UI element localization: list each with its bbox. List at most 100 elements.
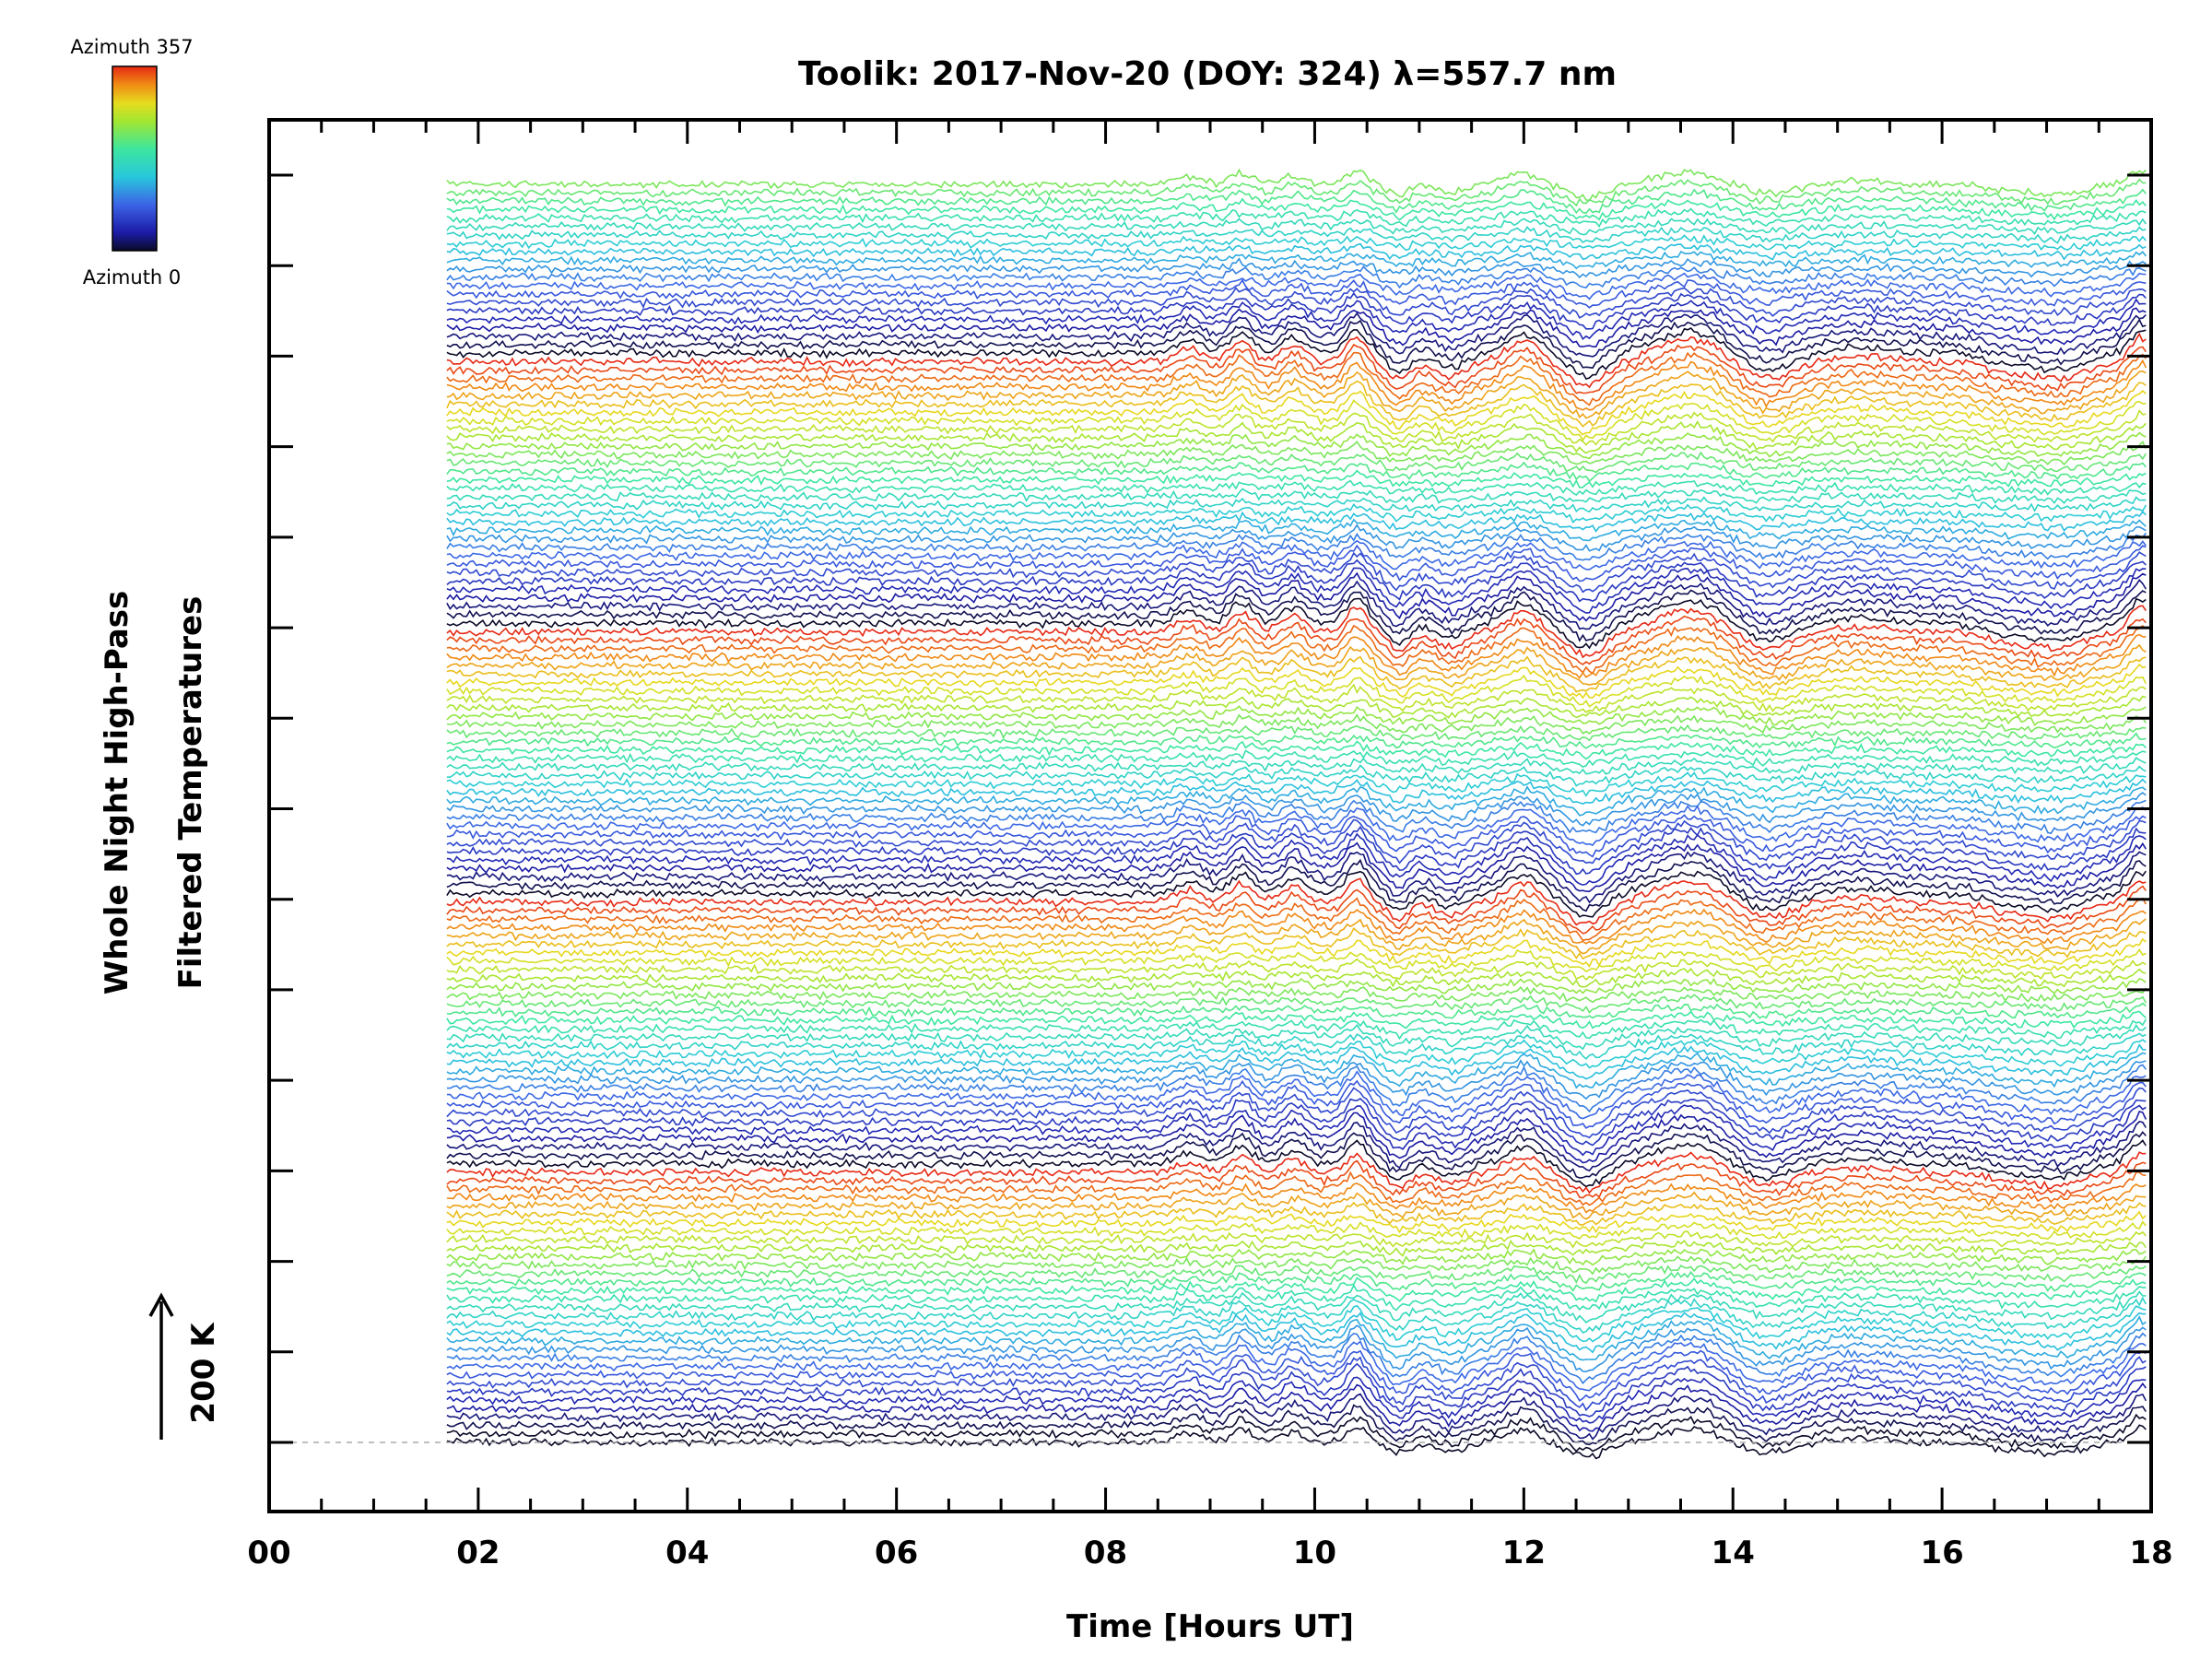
trace-line <box>446 419 2147 454</box>
trace-line <box>446 792 2147 827</box>
axis-ticks <box>267 120 2153 1512</box>
trace-line <box>446 226 2147 244</box>
trace-line <box>446 496 2147 513</box>
trace-line <box>446 1002 2147 1019</box>
x-tick-label: 10 <box>1293 1535 1336 1571</box>
trace-line <box>446 1340 2147 1392</box>
trace-line <box>446 1413 2147 1453</box>
trace-line <box>446 778 2147 805</box>
trace-line <box>446 994 2147 1014</box>
trace-line <box>446 858 2147 912</box>
trace-line <box>446 503 2147 524</box>
x-tick-label: 16 <box>1920 1535 1963 1571</box>
x-tick-label: 18 <box>2129 1535 2172 1571</box>
trace-line <box>446 597 2147 650</box>
trace-line <box>446 749 2147 769</box>
trace-line <box>446 885 2147 935</box>
trace-line <box>446 674 2147 708</box>
trace-line <box>446 713 2147 735</box>
chart-title: Toolik: 2017-Nov-20 (DOY: 324) λ=557.7 n… <box>798 55 1617 93</box>
y-axis-label-line2: Filtered Temperatures <box>172 596 209 990</box>
trace-line <box>446 851 2147 904</box>
trace-line <box>446 937 2147 968</box>
trace-line <box>446 1404 2147 1446</box>
trace-line <box>446 1362 2147 1418</box>
trace-line <box>446 897 2147 942</box>
trace-line <box>446 188 2147 215</box>
trace-line <box>446 732 2147 749</box>
trace-line <box>446 643 2147 686</box>
scale-bar-label: 200 K <box>185 1322 222 1424</box>
x-tick-label: 12 <box>1502 1535 1546 1571</box>
trace-line <box>446 1376 2147 1424</box>
trace-line <box>446 312 2147 358</box>
trace-line <box>446 351 2147 406</box>
trace-line <box>446 1315 2147 1361</box>
trace-line <box>446 605 2147 659</box>
trace-line <box>446 958 2147 982</box>
trace-line <box>446 1079 2147 1129</box>
x-tick-label: 14 <box>1712 1535 1755 1571</box>
trace-line <box>446 488 2147 505</box>
trace-line <box>446 805 2147 846</box>
trace-line <box>446 1087 2147 1139</box>
trace-line <box>446 178 2147 207</box>
trace-line <box>446 307 2147 348</box>
trace-line <box>446 918 2147 955</box>
trace-line <box>446 663 2147 700</box>
trace-line <box>446 1070 2147 1120</box>
trace-line <box>446 479 2147 497</box>
trace-line <box>446 1277 2147 1303</box>
trace-line <box>446 242 2147 261</box>
trace-line <box>446 1393 2147 1441</box>
x-tick-label: 00 <box>247 1535 290 1571</box>
trace-line <box>446 1010 2147 1030</box>
trace-line <box>446 579 2147 630</box>
trace-line <box>446 683 2147 713</box>
trace-line <box>446 1024 2147 1051</box>
trace-line <box>446 1324 2147 1373</box>
trace-line <box>446 380 2147 428</box>
trace-line <box>446 1265 2147 1285</box>
trace-line <box>446 518 2147 542</box>
trace-line <box>446 551 2147 594</box>
trace-line <box>446 814 2147 858</box>
trace-line <box>446 218 2147 236</box>
trace-line <box>446 571 2147 622</box>
trace-line <box>446 908 2147 945</box>
trace-line <box>446 1151 2147 1194</box>
trace-line <box>446 1424 2147 1460</box>
trace-line <box>446 1139 2147 1188</box>
trace-line <box>446 1230 2147 1249</box>
trace-line <box>446 1210 2147 1234</box>
trace-line <box>446 287 2147 319</box>
trace-line <box>446 764 2147 787</box>
trace-line <box>446 370 2147 419</box>
trace-line <box>446 359 2147 411</box>
trace-line <box>446 1064 2147 1113</box>
trace-line <box>446 469 2147 488</box>
trace-line <box>446 332 2147 389</box>
trace-line <box>446 440 2147 465</box>
trace-line <box>446 451 2147 474</box>
trace-line <box>446 291 2147 330</box>
trace-line <box>446 318 2147 370</box>
trace-line <box>446 615 2147 665</box>
trace-line <box>446 977 2147 994</box>
trace-line <box>446 399 2147 441</box>
trace-line <box>446 1191 2147 1220</box>
trace-line <box>446 947 2147 973</box>
x-tick-labels: 00 02 04 06 08 10 12 14 16 18 <box>247 1535 2172 1571</box>
trace-line <box>446 265 2147 289</box>
trace-line <box>446 771 2147 797</box>
trace-line <box>446 1270 2147 1292</box>
trace-line <box>446 1332 2147 1385</box>
trace-line <box>446 1097 2147 1147</box>
trace-line <box>446 985 2147 1004</box>
trace-line <box>446 589 2147 642</box>
x-tick-label: 04 <box>665 1535 709 1571</box>
trace-line <box>446 705 2147 726</box>
temperature-traces <box>446 168 2147 1460</box>
trace-line <box>446 832 2147 886</box>
